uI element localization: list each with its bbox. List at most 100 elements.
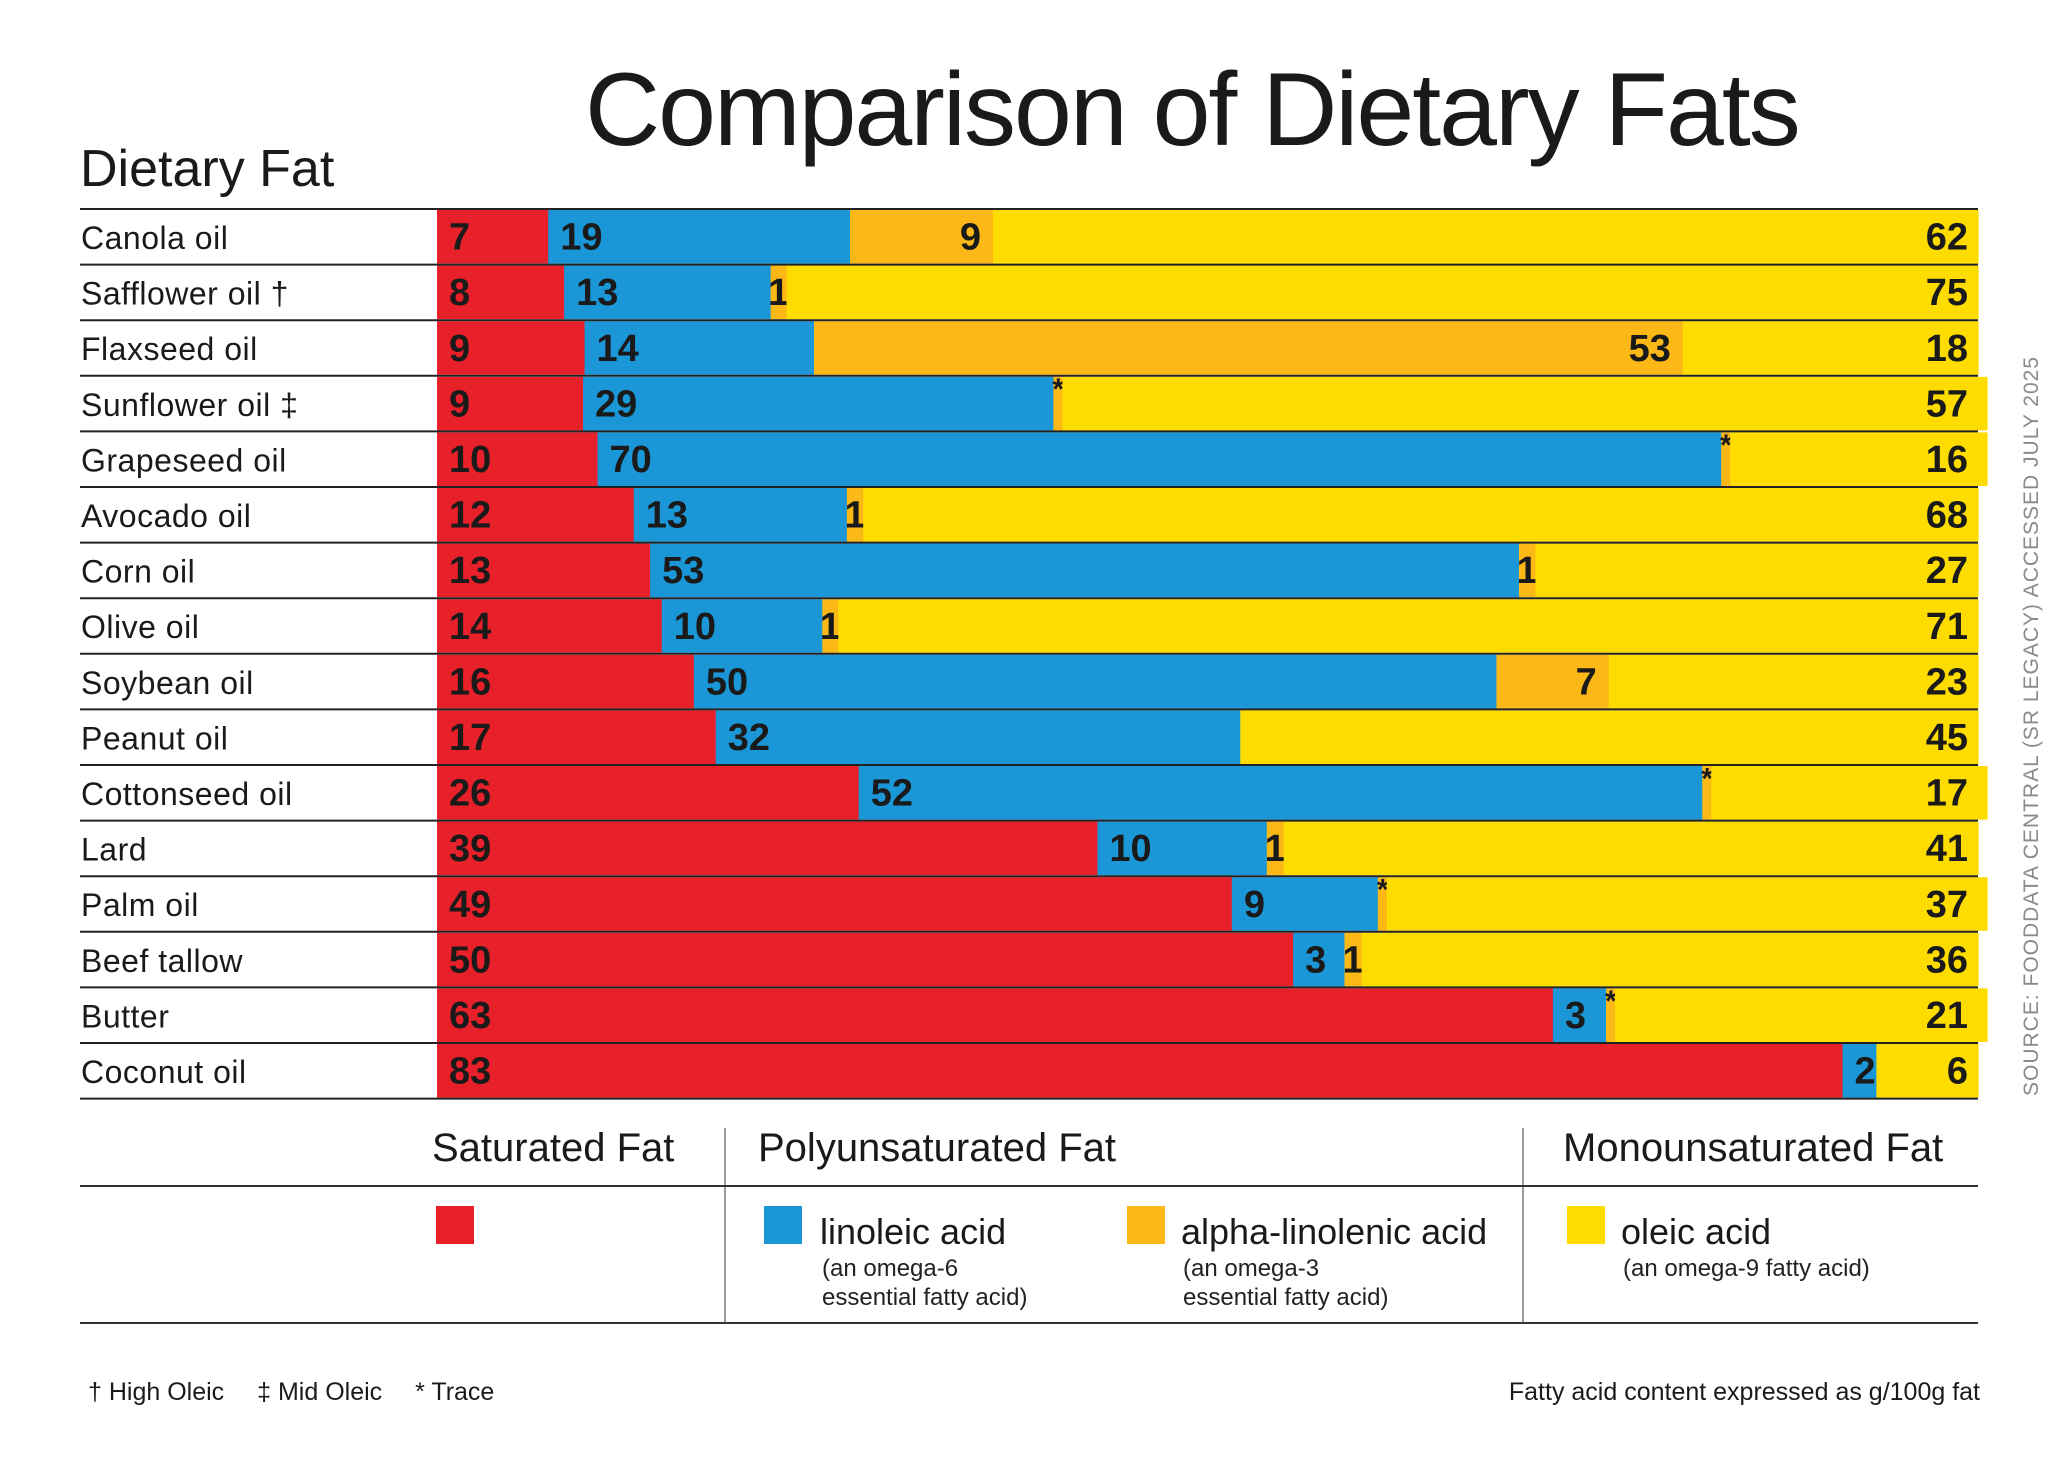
data-label-linoleic-acid-peanut-oil: 32 [728, 717, 770, 759]
legend-divider [1522, 1128, 1524, 1323]
linoleic-desc-line2: essential fatty acid) [822, 1284, 1028, 1311]
data-label-oleic-acid-grapeseed-oil: 16 [1926, 439, 1968, 481]
oleic-desc-line1: (an omega-9 fatty acid) [1623, 1255, 1870, 1282]
bar-alpha-linolenic-acid-safflower-oil [770, 265, 788, 320]
data-label-alpha-linolenic-acid-safflower-oil: 1 [768, 272, 789, 314]
data-label-alpha-linolenic-acid-sunflower-oil: * [1052, 373, 1064, 406]
data-label-oleic-acid-peanut-oil: 45 [1926, 717, 1968, 759]
data-label-saturated-fat-grapeseed-oil: 10 [449, 439, 491, 481]
bar-linoleic-acid-corn-oil [650, 543, 1520, 598]
data-label-linoleic-acid-beef-tallow: 3 [1305, 939, 1326, 981]
data-label-linoleic-acid-olive-oil: 10 [674, 606, 716, 648]
bar-saturated-fat-canola-oil [437, 210, 549, 264]
legend-divider [724, 1128, 726, 1323]
data-label-saturated-fat-canola-oil: 7 [449, 217, 470, 259]
data-label-saturated-fat-coconut-oil: 83 [449, 1051, 491, 1093]
alpha-linolenic-label: alpha-linolenic acid [1181, 1211, 1488, 1252]
bar-oleic-acid-flaxseed-oil [1682, 321, 1979, 375]
bar-saturated-fat-palm-oil [437, 877, 1233, 931]
bar-alpha-linolenic-acid-avocado-oil [846, 488, 864, 542]
data-label-linoleic-acid-coconut-oil: 2 [1855, 1051, 1876, 1093]
bar-linoleic-acid-butter [1552, 988, 1607, 1042]
data-label-oleic-acid-olive-oil: 71 [1926, 606, 1968, 648]
bar-alpha-linolenic-acid-palm-oil [1377, 877, 1388, 931]
legend-header-saturated: Saturated Fat [432, 1126, 675, 1170]
data-label-saturated-fat-lard: 39 [449, 828, 491, 870]
data-label-alpha-linolenic-acid-grapeseed-oil: * [1720, 429, 1732, 462]
row-label-olive-oil: Olive oil [81, 609, 199, 645]
footnote-high-oleic: † High Oleic [88, 1378, 225, 1406]
bar-saturated-fat-olive-oil [437, 599, 663, 653]
footnotes: † High Oleic ‡ Mid Oleic * Trace [88, 1378, 520, 1407]
data-label-linoleic-acid-flaxseed-oil: 14 [597, 328, 639, 370]
bar-saturated-fat-butter [437, 988, 1554, 1042]
bar-oleic-acid-beef-tallow [1361, 932, 1979, 987]
chart-title: Comparison of Dietary Fats [585, 52, 1801, 168]
bar-saturated-fat-beef-tallow [437, 932, 1294, 987]
row-label-lard: Lard [81, 832, 147, 868]
bar-linoleic-acid-olive-oil [661, 599, 823, 653]
linoleic-desc-line1: (an omega-6 [822, 1255, 959, 1282]
bar-oleic-acid-avocado-oil [863, 488, 1979, 542]
bar-oleic-acid-peanut-oil [1240, 710, 1979, 764]
bar-linoleic-acid-cottonseed-oil [858, 766, 1703, 820]
bar-linoleic-acid-grapeseed-oil [597, 432, 1722, 486]
data-label-linoleic-acid-sunflower-oil: 29 [595, 383, 637, 425]
legend-header-monounsaturated: Monounsaturated Fat [1563, 1126, 1944, 1170]
data-label-oleic-acid-cottonseed-oil: 17 [1926, 773, 1968, 815]
data-label-alpha-linolenic-acid-flaxseed-oil: 53 [1629, 328, 1671, 370]
bar-linoleic-acid-canola-oil [548, 210, 851, 264]
alpha-linolenic-desc-line1: (an omega-3 [1183, 1255, 1320, 1282]
bar-linoleic-acid-soybean-oil [693, 654, 1498, 709]
bar-saturated-fat-corn-oil [437, 543, 651, 598]
bar-linoleic-acid-avocado-oil [633, 488, 848, 542]
bar-saturated-fat-grapeseed-oil [437, 432, 599, 486]
data-label-saturated-fat-corn-oil: 13 [449, 550, 491, 592]
row-header: Dietary Fat [80, 140, 335, 198]
bar-saturated-fat-peanut-oil [437, 710, 717, 764]
bar-alpha-linolenic-acid-canola-oil [850, 210, 994, 264]
data-label-linoleic-acid-corn-oil: 53 [662, 550, 704, 592]
footnote-trace: * Trace [415, 1378, 495, 1406]
bar-oleic-acid-coconut-oil [1876, 1044, 1979, 1098]
legend-top-rule [80, 1185, 1978, 1187]
bar-alpha-linolenic-acid-butter [1606, 988, 1616, 1042]
data-label-oleic-acid-soybean-oil: 23 [1926, 661, 1968, 703]
data-label-oleic-acid-lard: 41 [1926, 828, 1968, 870]
oleic-label: oleic acid [1621, 1211, 1772, 1252]
bar-saturated-fat-soybean-oil [437, 654, 695, 709]
bar-oleic-acid-grapeseed-oil [1730, 432, 1988, 486]
data-label-linoleic-acid-cottonseed-oil: 52 [871, 773, 913, 815]
bar-alpha-linolenic-acid-sunflower-oil [1053, 376, 1063, 431]
bar-linoleic-acid-beef-tallow [1293, 932, 1346, 987]
footnote-mid-oleic: ‡ Mid Oleic [257, 1378, 383, 1406]
bar-linoleic-acid-lard [1097, 821, 1268, 876]
bar-saturated-fat-cottonseed-oil [437, 766, 860, 820]
row-label-peanut-oil: Peanut oil [81, 720, 228, 756]
bar-saturated-fat-flaxseed-oil [437, 321, 586, 375]
row-label-flaxseed-oil: Flaxseed oil [81, 331, 258, 367]
row-label-avocado-oil: Avocado oil [81, 498, 251, 534]
row-label-beef-tallow: Beef tallow [81, 943, 243, 979]
data-label-linoleic-acid-avocado-oil: 13 [646, 495, 688, 537]
bar-linoleic-acid-coconut-oil [1842, 1044, 1877, 1098]
bar-saturated-fat-coconut-oil [437, 1044, 1844, 1098]
data-label-linoleic-acid-soybean-oil: 50 [706, 661, 748, 703]
data-label-saturated-fat-flaxseed-oil: 9 [449, 328, 470, 370]
row-label-safflower-oil: Safflower oil † [81, 276, 289, 312]
bar-linoleic-acid-sunflower-oil [582, 376, 1054, 431]
data-label-saturated-fat-olive-oil: 14 [449, 606, 491, 648]
row-label-cottonseed-oil: Cottonseed oil [81, 776, 293, 812]
source-note: SOURCE: FOODDATA CENTRAL (SR LEGACY) ACC… [2020, 355, 2043, 1096]
row-label-sunflower-oil: Sunflower oil ‡ [81, 387, 298, 423]
data-label-saturated-fat-safflower-oil: 8 [449, 272, 470, 314]
data-label-saturated-fat-soybean-oil: 16 [449, 661, 491, 703]
data-label-oleic-acid-palm-oil: 37 [1926, 884, 1968, 926]
linoleic-label: linoleic acid [820, 1211, 1007, 1252]
data-label-linoleic-acid-palm-oil: 9 [1244, 884, 1265, 926]
data-label-alpha-linolenic-acid-lard: 1 [1265, 828, 1286, 870]
row-label-soybean-oil: Soybean oil [81, 665, 254, 701]
data-label-oleic-acid-corn-oil: 27 [1926, 550, 1968, 592]
data-label-alpha-linolenic-acid-cottonseed-oil: * [1701, 762, 1713, 795]
bar-linoleic-acid-palm-oil [1231, 877, 1379, 931]
